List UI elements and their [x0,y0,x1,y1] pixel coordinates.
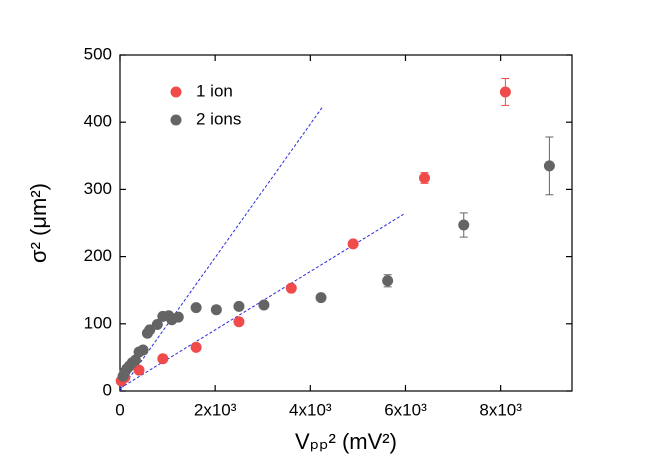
y-tick-label: 500 [84,44,112,63]
point [172,311,184,323]
point [347,238,359,250]
y-axis-label: σ² (μm²) [26,183,51,263]
legend-label: 2 ions [196,109,241,128]
y-tick-label: 0 [103,380,112,399]
legend-marker [170,86,182,98]
point [258,299,270,311]
x-tick-label: 4x10³ [289,400,332,419]
point [285,282,297,294]
x-tick-label: 0 [115,400,124,419]
point [543,160,555,172]
point [137,344,149,356]
y-tick-label: 200 [84,246,112,265]
point [233,300,245,312]
point [315,292,327,304]
point [190,341,202,353]
point [133,364,145,376]
x-tick-label: 8x10³ [479,400,522,419]
point [190,302,202,314]
point [382,275,394,287]
point [157,353,169,365]
legend-marker [170,114,182,126]
plot-frame [119,54,573,392]
y-tick-label: 400 [84,112,112,131]
x-tick-label: 6x10³ [384,400,427,419]
point [210,304,222,316]
point [419,172,431,184]
y-tick-label: 300 [84,179,112,198]
y-tick-label: 100 [84,313,112,332]
point [233,316,245,328]
point [458,219,470,231]
fit-line [119,105,324,392]
x-tick-label: 2x10³ [194,400,237,419]
point [499,86,511,98]
point [151,318,163,330]
x-axis-label: Vₚₚ² (mV²) [295,429,397,454]
legend-label: 1 ion [196,81,233,100]
